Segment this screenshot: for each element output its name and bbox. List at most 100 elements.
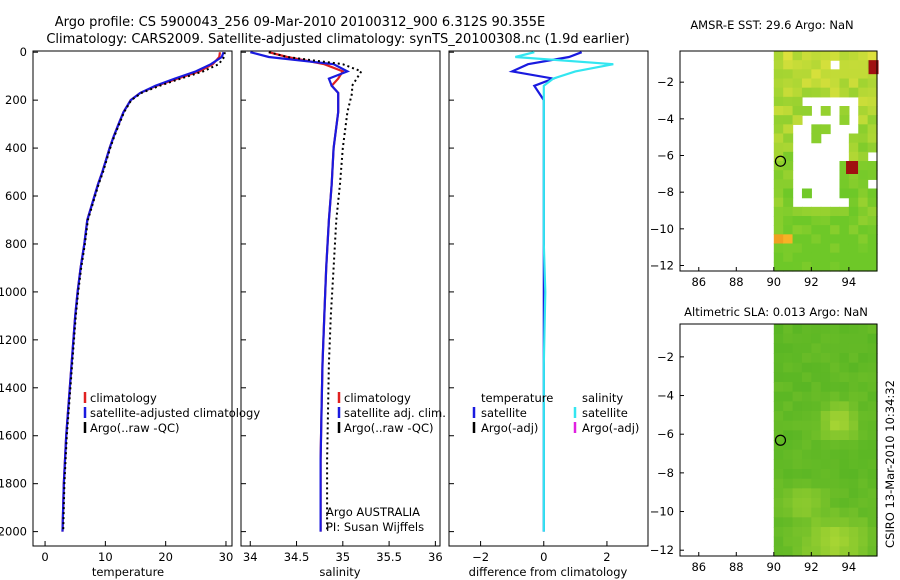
sst-argo-location-marker (774, 155, 787, 167)
sst_map-cell (867, 188, 878, 199)
sla_map-cell (801, 478, 812, 489)
sst_map-cell (801, 78, 812, 89)
sla_map-cell (783, 498, 794, 509)
sst_map-cell (783, 78, 794, 89)
sst_map-ytick-label: −6 (657, 149, 674, 163)
sla_map-cell (830, 353, 841, 364)
sla_map-cell (830, 527, 841, 538)
sla_map-cell (783, 401, 794, 412)
sla_map-cell (811, 527, 822, 538)
sst_map-cell (773, 170, 784, 180)
diff-legend-temperature-title: temperature (481, 391, 553, 405)
sla_map-ytick-label: −12 (650, 543, 674, 557)
sla_map-cell (792, 517, 803, 528)
sst_map-cell (830, 87, 841, 98)
sla_map-cell (839, 372, 850, 383)
figure-title-line2: Climatology: CARS2009. Satellite-adjuste… (46, 32, 629, 47)
sst_map-cell (792, 243, 803, 254)
sst_map-cell (858, 69, 869, 80)
sst_map-cell (783, 106, 794, 116)
sla_map-cell (830, 420, 841, 431)
sla_map-cell (820, 420, 831, 431)
sst_map-cell (839, 78, 850, 89)
sla_map-cell (820, 343, 831, 354)
legend-climatology-label: climatology (90, 391, 157, 405)
sla_map-cell (848, 469, 859, 480)
sst_map-cell (792, 87, 803, 98)
sla_map-cell (858, 362, 869, 373)
sla_map-cell (801, 517, 812, 528)
sla_map-cell (830, 333, 841, 344)
salinity-xtick-label: 35.5 (376, 550, 402, 564)
sla_map-cell (773, 333, 784, 344)
temperature-xlabel: temperature (92, 565, 164, 579)
sst_map-ytick-label: −8 (657, 185, 674, 199)
sla_map-cell (867, 401, 878, 412)
sla_map-cell (811, 478, 822, 489)
sla_map-cell (783, 440, 794, 451)
sla_map-cell (867, 430, 878, 441)
sst_map-cell (820, 78, 831, 89)
sla_map-cell (839, 449, 850, 460)
difference-axes-frame (448, 50, 649, 547)
sst_map-cell (820, 216, 831, 226)
sst-map-title: AMSR-E SST: 29.6 Argo: NaN (690, 18, 853, 32)
sla_map-cell (811, 372, 822, 383)
sla_map-cell (783, 411, 794, 422)
sla_map-cell (801, 353, 812, 364)
sst_map-cell (867, 106, 878, 116)
sst_map-cell (792, 78, 803, 89)
sla_map-cell (773, 459, 784, 470)
sst_map-cell (783, 142, 794, 153)
sla_map-cell (867, 449, 878, 460)
temperature-panel: 0 10 20 30 0 200 400 600 800 1000 1200 1400 1600 1800… (0, 45, 260, 579)
salinity-xtick-label: 36 (428, 550, 443, 564)
sla_map-cell (820, 459, 831, 470)
sst_map-hotspot-cell (868, 60, 879, 75)
sst_map-cell (773, 124, 784, 135)
sla_map-cell (792, 411, 803, 422)
sla_map-cell (820, 353, 831, 364)
sla_map-cell (801, 488, 812, 499)
sla_map-cell (830, 488, 841, 499)
sla_map-cell (839, 343, 850, 354)
sla_map-cell (801, 449, 812, 460)
sst_map-cell (858, 179, 869, 190)
sla_map-cell (858, 517, 869, 528)
sla_map-cell (773, 372, 784, 383)
sla_map-cell (830, 382, 841, 393)
sst_map-cell (848, 206, 859, 217)
sst_map-cell (830, 234, 841, 245)
sst_map-cell (820, 51, 831, 61)
sla_map-cell (811, 459, 822, 470)
sst_map-cell (811, 60, 822, 70)
sst_map-xtick-label: 94 (842, 275, 857, 289)
sla_map-cell (773, 353, 784, 364)
difference-series-satellite-salinity (515, 51, 614, 532)
sst_map-cell (848, 261, 859, 272)
sst_map-cell (811, 206, 822, 217)
salinity-axes-frame (240, 50, 441, 547)
sla_map-xtick-label: 90 (766, 560, 781, 574)
sla_map-cell (773, 517, 784, 528)
sst_map-cell (867, 69, 878, 80)
sst_map-cell (867, 206, 878, 217)
sla_map-cell (773, 536, 784, 547)
sla_map-cell (783, 420, 794, 431)
sla_map-cell (801, 440, 812, 451)
sst_map-cell (773, 234, 784, 245)
sla_map-cell (839, 469, 850, 480)
sla_map-cell (792, 449, 803, 460)
sla_map-cell (839, 507, 850, 518)
sla_map-cell (858, 420, 869, 431)
sla_map-ytick-label: −8 (657, 466, 674, 480)
temperature-ytick-label: 1800 (0, 477, 27, 491)
sla_map-xtick-label: 86 (691, 560, 706, 574)
sst_map-cell (783, 225, 794, 235)
sla_map-cell (783, 449, 794, 460)
sla_map-cell (773, 411, 784, 422)
sst_map-cell (867, 225, 878, 235)
sla_map-cell (867, 420, 878, 431)
sst_map-cell (811, 243, 822, 254)
sst_map-hotspot-cell (846, 161, 859, 174)
